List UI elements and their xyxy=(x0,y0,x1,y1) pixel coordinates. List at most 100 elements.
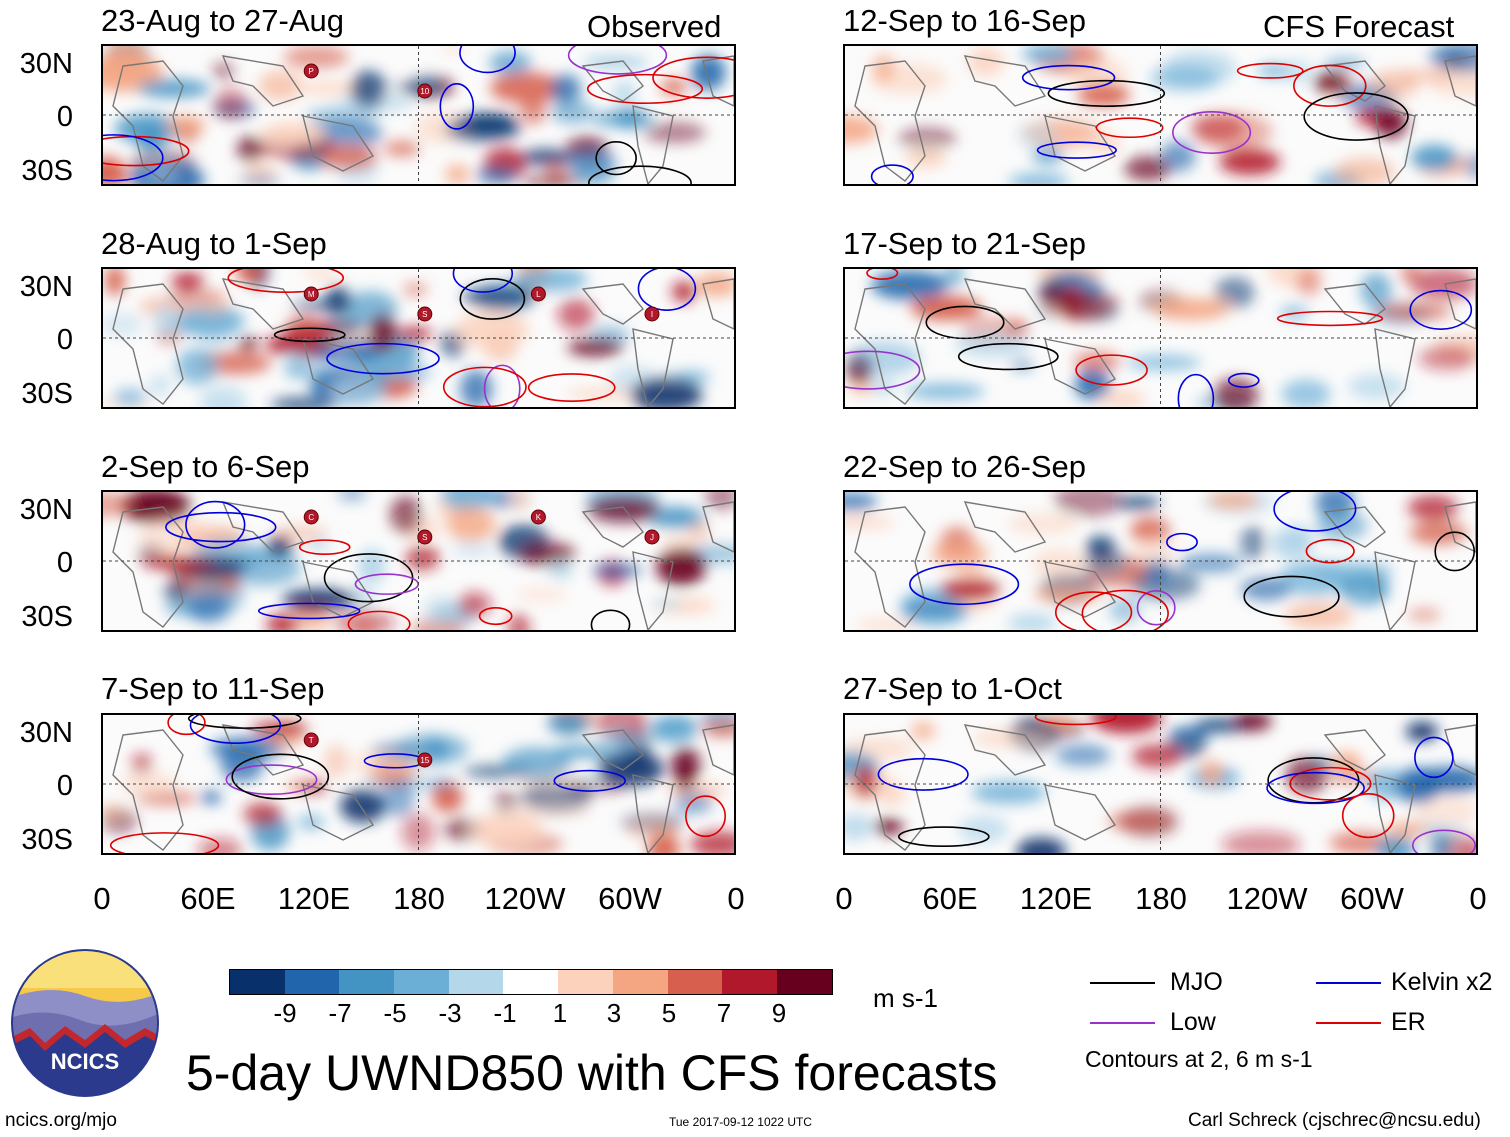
anomaly-blob xyxy=(489,72,564,104)
anomaly-blob xyxy=(403,283,428,296)
contour-line xyxy=(590,609,631,630)
contour-line xyxy=(1411,829,1476,853)
coastline xyxy=(112,729,184,851)
anomaly-blob xyxy=(704,492,734,510)
contour-line xyxy=(225,764,318,796)
storm-marker: T xyxy=(303,732,319,748)
storm-marker: S xyxy=(417,306,433,322)
anomaly-blob xyxy=(422,594,459,628)
contour-line xyxy=(273,327,346,343)
anomaly-blob xyxy=(898,127,956,151)
contour-line xyxy=(227,269,345,294)
anomaly-blob xyxy=(164,579,190,604)
y-tick-label: 0 xyxy=(56,547,73,579)
map-panel xyxy=(843,44,1478,186)
x-tick-label: 0 xyxy=(1469,881,1487,916)
contour-line xyxy=(652,56,734,99)
storm-marker: K xyxy=(530,509,546,525)
anomaly-blob xyxy=(519,97,547,125)
anomaly-blob xyxy=(1418,345,1476,371)
anomaly-blob xyxy=(1124,156,1171,181)
storm-label: L xyxy=(536,290,541,299)
contour-line xyxy=(1136,589,1176,626)
y-tick-label: 0 xyxy=(56,101,73,133)
y-tick-label: 0 xyxy=(56,770,73,802)
anomaly-blob xyxy=(967,47,1005,77)
colorbar-swatch xyxy=(612,970,668,994)
anomaly-blob xyxy=(1007,513,1078,534)
anomaly-blob xyxy=(1073,351,1121,371)
colorbar-label: -7 xyxy=(328,998,352,1028)
anomaly-blob xyxy=(1377,303,1452,320)
anomaly-blob xyxy=(547,715,590,736)
contour-line xyxy=(167,715,206,736)
panel-title-7: 22-Sep to 26-Sep xyxy=(843,449,1087,484)
anomaly-blob xyxy=(1270,528,1314,559)
contour-line xyxy=(637,269,697,311)
anomaly-blob xyxy=(311,339,380,364)
anomaly-blob xyxy=(441,492,496,511)
anomaly-blob xyxy=(1214,276,1255,309)
anomaly-blob xyxy=(1077,83,1130,107)
anomaly-blob xyxy=(1032,549,1086,579)
x-tick-label: 120E xyxy=(277,881,351,916)
contour-line xyxy=(442,366,527,407)
ncics-logo: NCICS xyxy=(11,949,159,1097)
anomaly-blob xyxy=(103,169,130,184)
coastline xyxy=(1374,774,1416,853)
anomaly-blob xyxy=(120,771,178,797)
contour-line xyxy=(567,46,668,75)
coastline xyxy=(1444,278,1476,330)
coastline xyxy=(112,60,184,182)
panel-title-1: 23-Aug to 27-Aug xyxy=(101,3,345,38)
anomaly-blob xyxy=(674,753,696,791)
anomaly-blob xyxy=(1131,744,1182,768)
footer-url[interactable]: ncics.org/mjo xyxy=(5,1110,117,1131)
storm-marker: 15 xyxy=(417,752,433,768)
y-tick-label: 30N xyxy=(19,717,73,749)
colorbar-swatch xyxy=(394,970,449,994)
anomaly-blob xyxy=(515,587,568,602)
contour-line xyxy=(1293,64,1367,107)
anomaly-blob xyxy=(1429,829,1452,853)
anomaly-blob xyxy=(1413,796,1476,826)
anomaly-blob xyxy=(442,46,464,54)
anomaly-blob xyxy=(847,341,921,376)
anomaly-blob xyxy=(138,515,213,553)
colorbar-label: -5 xyxy=(383,998,407,1028)
anomaly-blob xyxy=(557,298,595,331)
contour-line xyxy=(231,753,330,800)
colorbar xyxy=(229,969,833,995)
contour-line xyxy=(109,832,220,853)
anomaly-blob xyxy=(845,115,879,144)
anomaly-blob xyxy=(958,815,1009,844)
storm-label: T xyxy=(309,736,314,745)
anomaly-blob xyxy=(1107,810,1173,832)
contour-line xyxy=(1341,793,1395,839)
anomaly-blob xyxy=(289,82,369,95)
contour-line xyxy=(1166,532,1198,552)
coastline xyxy=(632,105,674,184)
anomaly-blob xyxy=(353,610,376,630)
anomaly-blob xyxy=(1347,373,1406,400)
storm-marker: 10 xyxy=(417,83,433,99)
anomaly-blob xyxy=(940,578,1000,601)
legend-mjo: MJO xyxy=(1170,968,1223,996)
coastline xyxy=(221,724,305,776)
anomaly-blob xyxy=(1315,562,1394,582)
anomaly-blob xyxy=(1213,378,1259,407)
anomaly-blob xyxy=(624,813,677,839)
anomaly-blob xyxy=(629,377,703,407)
anomaly-blob xyxy=(671,281,697,303)
anomaly-blob xyxy=(901,603,967,616)
map-panel xyxy=(843,267,1478,409)
anomaly-blob xyxy=(103,805,124,817)
panel-title-3: 2-Sep to 6-Sep xyxy=(101,449,310,484)
anomaly-blob xyxy=(1395,767,1441,803)
anomaly-blob xyxy=(431,783,464,813)
anomaly-blob xyxy=(1053,492,1124,517)
anomaly-blob xyxy=(1109,596,1141,623)
anomaly-blob xyxy=(647,836,681,853)
contour-line xyxy=(866,269,899,280)
anomaly-blob xyxy=(260,122,324,146)
